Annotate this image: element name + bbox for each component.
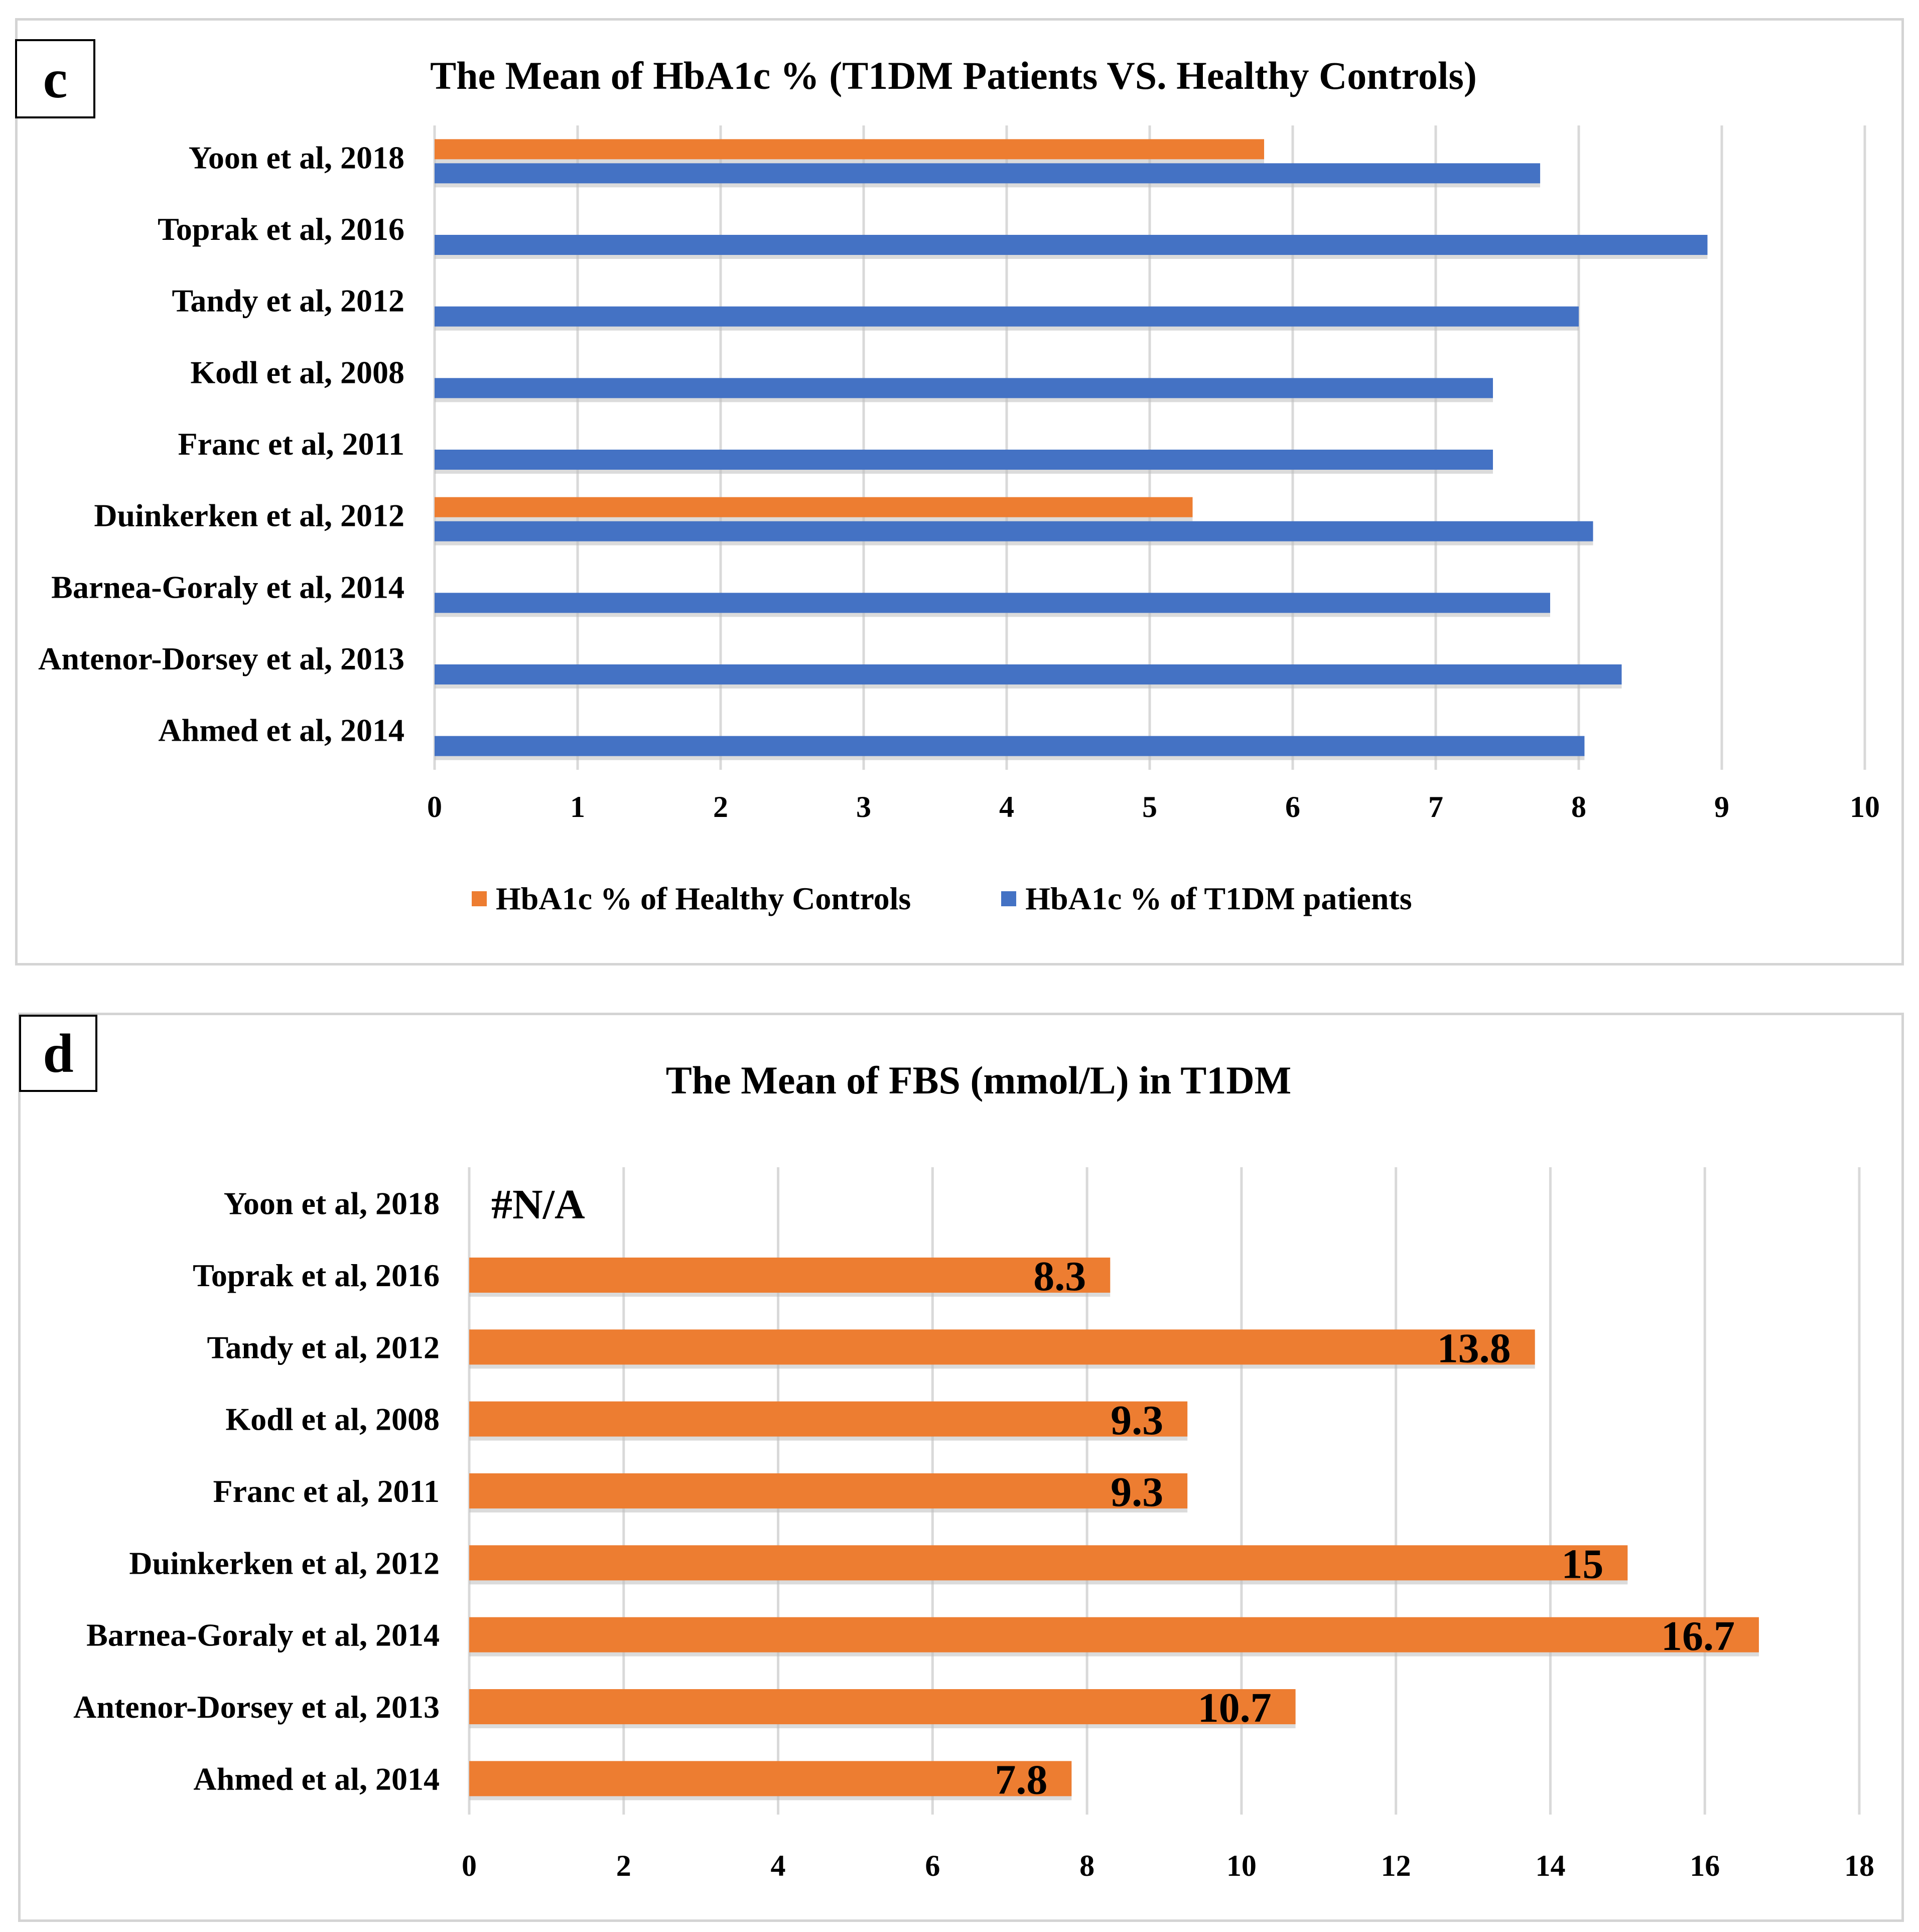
bar-hba1c-of-t1dm-patients-tandy-et-al-2012	[435, 306, 1579, 327]
legend-item-hba1c-of-t1dm-patients: HbA1c % of T1DM patients	[1001, 880, 1412, 917]
bar-hba1c-of-t1dm-patients-franc-et-al-2011	[435, 450, 1493, 470]
bar-fbs-mmol-l-tandy-et-al-2012	[469, 1329, 1535, 1365]
category-label-franc-et-al-2011: Franc et al, 2011	[178, 426, 404, 462]
category-label-kodl-et-al-2008: Kodl et al, 2008	[225, 1402, 440, 1437]
x-tick-label-8: 8	[1079, 1849, 1094, 1882]
x-tick-label-2: 2	[713, 790, 728, 823]
category-label-kodl-et-al-2008: Kodl et al, 2008	[190, 354, 404, 390]
data-label-franc-et-al-2011: 9.3	[1111, 1469, 1163, 1515]
x-tick-label-0: 0	[462, 1849, 477, 1882]
bar-fbs-mmol-l-franc-et-al-2011	[469, 1473, 1188, 1508]
bar-fbs-mmol-l-duinkerken-et-al-2012	[469, 1545, 1628, 1581]
chart-title-d: The Mean of FBS (mmol/L) in T1DM	[665, 1058, 1292, 1102]
chart-title-c: The Mean of HbA1c % (T1DM Patients VS. H…	[430, 54, 1477, 97]
bar-hba1c-of-t1dm-patients-antenor-dorsey-et-al-2013	[435, 664, 1622, 684]
x-tick-label-6: 6	[925, 1849, 940, 1882]
x-tick-label-5: 5	[1142, 790, 1157, 823]
category-label-franc-et-al-2011: Franc et al, 2011	[213, 1473, 440, 1509]
data-label-antenor-dorsey-et-al-2013: 10.7	[1198, 1685, 1272, 1731]
x-tick-label-9: 9	[1714, 790, 1729, 823]
bar-hba1c-of-t1dm-patients-kodl-et-al-2008	[435, 378, 1493, 398]
x-tick-label-16: 16	[1690, 1849, 1720, 1882]
category-label-yoon-et-al-2018: Yoon et al, 2018	[224, 1186, 440, 1221]
bar-hba1c-of-t1dm-patients-toprak-et-al-2016	[435, 235, 1708, 255]
category-label-duinkerken-et-al-2012: Duinkerken et al, 2012	[129, 1545, 440, 1581]
x-tick-label-1: 1	[570, 790, 585, 823]
category-label-antenor-dorsey-et-al-2013: Antenor-Dorsey et al, 2013	[73, 1689, 440, 1725]
x-tick-label-18: 18	[1844, 1849, 1874, 1882]
data-label-toprak-et-al-2016: 8.3	[1033, 1253, 1086, 1300]
data-label-yoon-et-al-2018: #N/A	[491, 1181, 585, 1228]
data-label-tandy-et-al-2012: 13.8	[1437, 1325, 1511, 1372]
bar-hba1c-of-t1dm-patients-barnea-goraly-et-al-2014	[435, 593, 1550, 613]
legend-label: HbA1c % of Healthy Controls	[496, 881, 911, 916]
panel-letter-c: c	[15, 39, 95, 118]
legend-swatch	[472, 891, 487, 906]
data-label-duinkerken-et-al-2012: 15	[1561, 1541, 1603, 1588]
x-tick-label-2: 2	[616, 1849, 631, 1882]
legend-swatch	[1001, 891, 1017, 906]
x-tick-label-4: 4	[771, 1849, 786, 1882]
x-tick-label-7: 7	[1428, 790, 1443, 823]
x-tick-label-12: 12	[1381, 1849, 1411, 1882]
category-label-tandy-et-al-2012: Tandy et al, 2012	[207, 1329, 440, 1365]
x-tick-label-8: 8	[1571, 790, 1586, 823]
data-label-barnea-goraly-et-al-2014: 16.7	[1661, 1613, 1735, 1660]
category-label-toprak-et-al-2016: Toprak et al, 2016	[193, 1258, 440, 1293]
x-tick-label-4: 4	[999, 790, 1014, 823]
bar-hba1c-of-t1dm-patients-ahmed-et-al-2014	[435, 736, 1585, 756]
bar-hba1c-of-t1dm-patients-duinkerken-et-al-2012	[435, 521, 1593, 541]
x-tick-label-10: 10	[1850, 790, 1880, 823]
bar-fbs-mmol-l-ahmed-et-al-2014	[469, 1761, 1072, 1797]
category-label-barnea-goraly-et-al-2014: Barnea-Goraly et al, 2014	[51, 569, 404, 605]
category-label-duinkerken-et-al-2012: Duinkerken et al, 2012	[94, 498, 404, 533]
legend-label: HbA1c % of T1DM patients	[1025, 881, 1412, 916]
category-label-tandy-et-al-2012: Tandy et al, 2012	[172, 283, 405, 319]
x-tick-label-14: 14	[1535, 1849, 1565, 1882]
category-label-antenor-dorsey-et-al-2013: Antenor-Dorsey et al, 2013	[38, 641, 404, 676]
data-label-ahmed-et-al-2014: 7.8	[995, 1757, 1047, 1804]
bar-fbs-mmol-l-antenor-dorsey-et-al-2013	[469, 1689, 1296, 1724]
bar-fbs-mmol-l-barnea-goraly-et-al-2014	[469, 1617, 1759, 1652]
category-label-barnea-goraly-et-al-2014: Barnea-Goraly et al, 2014	[86, 1617, 440, 1653]
x-tick-label-6: 6	[1285, 790, 1300, 823]
data-label-kodl-et-al-2008: 9.3	[1111, 1397, 1163, 1444]
bar-hba1c-of-t1dm-patients-yoon-et-al-2018	[435, 163, 1541, 184]
x-tick-label-0: 0	[427, 790, 442, 823]
panel-letter-d: d	[19, 1015, 97, 1092]
bar-fbs-mmol-l-toprak-et-al-2016	[469, 1258, 1111, 1293]
bar-hba1c-of-healthy-controls-yoon-et-al-2018	[435, 139, 1264, 160]
category-label-ahmed-et-al-2014: Ahmed et al, 2014	[193, 1761, 440, 1797]
x-tick-label-10: 10	[1226, 1849, 1257, 1882]
chart-legend-c: HbA1c % of Healthy Controls HbA1c % of T1…	[472, 880, 1502, 917]
x-tick-label-3: 3	[856, 790, 871, 823]
hba1c-bar-chart: 0 1 2 3 4 5 6 7 8 9 10 Yoon et al, 2018 Toprak et al…	[38, 125, 1880, 823]
bar-fbs-mmol-l-kodl-et-al-2008	[469, 1401, 1188, 1437]
category-label-ahmed-et-al-2014: Ahmed et al, 2014	[158, 713, 404, 748]
legend-item-hba1c-of-healthy-controls: HbA1c % of Healthy Controls	[472, 880, 911, 917]
category-label-yoon-et-al-2018: Yoon et al, 2018	[189, 140, 404, 175]
category-label-toprak-et-al-2016: Toprak et al, 2016	[158, 211, 404, 247]
bar-hba1c-of-healthy-controls-duinkerken-et-al-2012	[435, 497, 1193, 517]
